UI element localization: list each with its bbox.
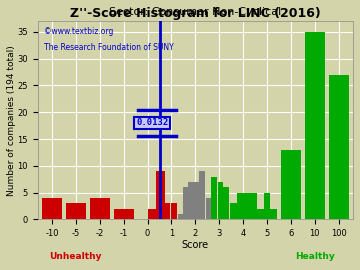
Bar <box>148 209 157 220</box>
Text: 0.0132: 0.0132 <box>136 119 168 127</box>
Bar <box>218 182 223 220</box>
Bar <box>250 193 257 220</box>
Bar <box>230 203 237 220</box>
Y-axis label: Number of companies (194 total): Number of companies (194 total) <box>7 45 16 196</box>
Bar <box>66 203 86 220</box>
Bar <box>194 182 199 220</box>
Bar <box>188 182 194 220</box>
Bar <box>199 171 205 220</box>
Title: Z''-Score Histogram for LINC (2016): Z''-Score Histogram for LINC (2016) <box>70 7 321 20</box>
Bar <box>270 209 277 220</box>
Bar <box>281 150 301 220</box>
Bar <box>177 214 184 220</box>
Bar <box>223 187 229 220</box>
Text: Sector: Consumer Non-Cyclical: Sector: Consumer Non-Cyclical <box>109 7 282 17</box>
Text: Healthy: Healthy <box>295 252 335 261</box>
Bar <box>171 203 177 220</box>
Text: Unhealthy: Unhealthy <box>49 252 102 261</box>
Bar <box>305 32 325 220</box>
Bar <box>90 198 110 220</box>
Bar <box>113 209 134 220</box>
Bar <box>156 171 165 220</box>
Bar <box>206 198 211 220</box>
Bar <box>264 193 270 220</box>
Bar <box>329 75 349 220</box>
Bar <box>243 193 250 220</box>
Bar <box>183 187 189 220</box>
Text: The Research Foundation of SUNY: The Research Foundation of SUNY <box>44 43 174 52</box>
Bar <box>211 177 217 220</box>
Bar <box>42 198 62 220</box>
Bar <box>164 203 170 220</box>
Text: ©www.textbiz.org: ©www.textbiz.org <box>44 27 113 36</box>
Bar <box>237 193 244 220</box>
X-axis label: Score: Score <box>182 239 209 249</box>
Bar <box>257 209 264 220</box>
